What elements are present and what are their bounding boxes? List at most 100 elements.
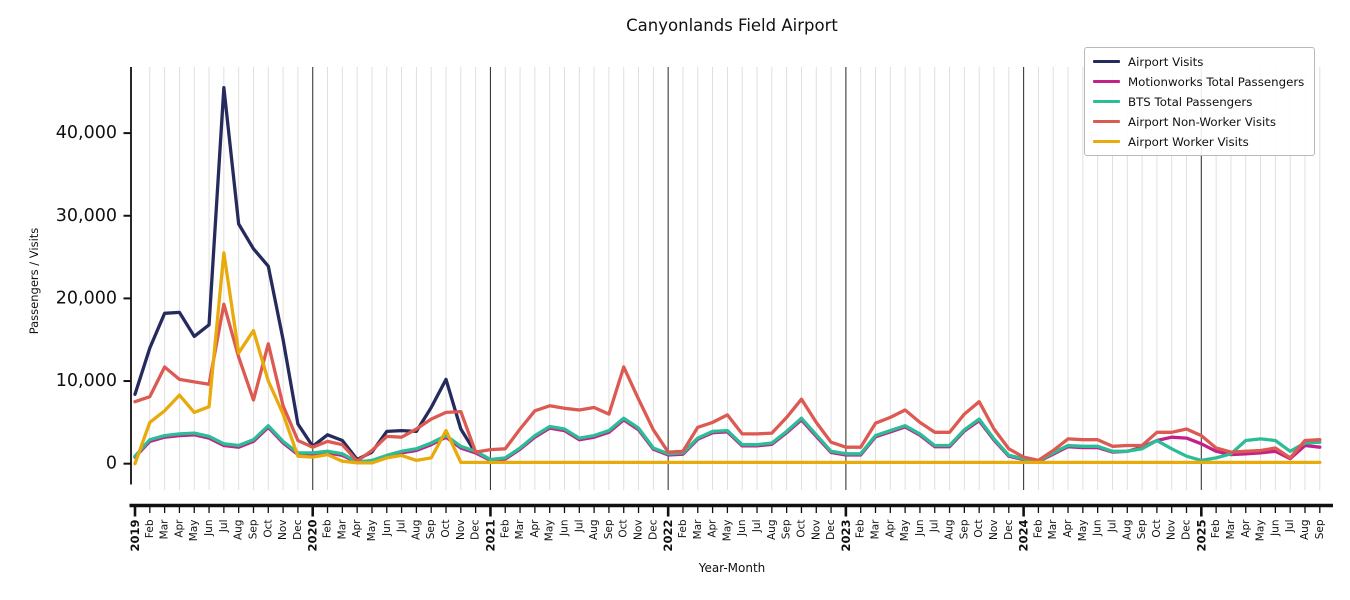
x-tick-label-year: 2025 bbox=[1194, 520, 1208, 552]
x-tick-label-year: 2023 bbox=[839, 520, 853, 552]
x-tick-label-month: Oct bbox=[618, 520, 630, 538]
x-tick-label-month: Aug bbox=[410, 520, 422, 541]
x-tick-label-month: Jun bbox=[381, 520, 393, 537]
y-tick-label: 20,000 bbox=[56, 288, 117, 308]
x-tick-label-month: Apr bbox=[173, 519, 185, 538]
x-tick-label-month: Nov bbox=[1166, 520, 1178, 541]
legend-line-swatch bbox=[1093, 139, 1120, 144]
x-tick-label-month: May bbox=[1077, 520, 1089, 542]
legend: Airport Visits Motionworks Total Passenge… bbox=[1084, 47, 1315, 156]
x-tick-label-month: Jun bbox=[1092, 520, 1104, 537]
x-tick-label-month: Dec bbox=[292, 519, 304, 540]
x-tick-label-month: Mar bbox=[870, 519, 882, 539]
x-tick-label-month: Mar bbox=[692, 519, 704, 539]
x-tick-label-month: Aug bbox=[766, 520, 778, 541]
x-tick-label-year: 2022 bbox=[661, 520, 675, 552]
legend-line-swatch bbox=[1093, 99, 1120, 104]
x-tick-label-month: Sep bbox=[1314, 519, 1326, 539]
x-tick-label-month: Aug bbox=[588, 520, 600, 541]
x-tick-label-month: Apr bbox=[1062, 519, 1074, 538]
x-tick-label-month: Nov bbox=[810, 520, 822, 541]
x-tick-label-month: Apr bbox=[707, 519, 719, 538]
x-tick-label-month: Feb bbox=[677, 519, 689, 538]
x-tick-label-month: Dec bbox=[1003, 519, 1015, 540]
x-tick-label-month: Feb bbox=[499, 519, 511, 538]
x-tick-label-month: Jun bbox=[203, 520, 215, 537]
x-tick-label-month: Jun bbox=[1269, 520, 1281, 537]
x-tick-label-month: Jul bbox=[929, 520, 941, 534]
x-tick-label-month: Nov bbox=[988, 520, 1000, 541]
axes bbox=[129, 67, 1333, 508]
x-tick-label-month: Jul bbox=[396, 520, 408, 534]
y-axis-ticks: 0 10,000 20,000 30,000 40,000 bbox=[56, 123, 131, 474]
x-tick-label-month: Mar bbox=[1047, 519, 1059, 539]
x-tick-label-month: Nov bbox=[277, 520, 289, 541]
y-tick-label: 30,000 bbox=[56, 206, 117, 226]
x-tick-label-month: Mar bbox=[336, 519, 348, 539]
x-tick-label-month: Oct bbox=[973, 520, 985, 538]
y-axis-label: Passengers / Visits bbox=[27, 228, 41, 335]
x-tick-label-year: 2021 bbox=[483, 520, 497, 552]
x-tick-label-year: 2020 bbox=[306, 520, 320, 552]
x-tick-label-month: May bbox=[1255, 520, 1267, 542]
x-tick-label-month: Sep bbox=[1136, 519, 1148, 539]
legend-item: Motionworks Total Passengers bbox=[1093, 74, 1305, 89]
x-tick-label-month: Sep bbox=[603, 519, 615, 539]
x-tick-label-month: Feb bbox=[1032, 519, 1044, 538]
x-tick-label-month: Aug bbox=[1121, 520, 1133, 541]
x-tick-label-month: Apr bbox=[351, 519, 363, 538]
x-tick-label-month: Jul bbox=[218, 520, 230, 534]
x-tick-label-month: Feb bbox=[144, 519, 156, 538]
legend-line-swatch bbox=[1093, 59, 1120, 64]
legend-item: Airport Non-Worker Visits bbox=[1093, 114, 1305, 129]
x-tick-label-month: Oct bbox=[1151, 520, 1163, 538]
legend-label: Airport Visits bbox=[1128, 54, 1204, 69]
x-tick-label-month: Apr bbox=[1240, 519, 1252, 538]
x-tick-label-month: Sep bbox=[958, 519, 970, 539]
x-tick-label-month: May bbox=[188, 520, 200, 542]
x-tick-label-month: Dec bbox=[470, 519, 482, 540]
x-tick-label-month: Jun bbox=[736, 520, 748, 537]
x-axis-label: Year-Month bbox=[698, 561, 766, 575]
x-tick-label-month: Jun bbox=[558, 520, 570, 537]
x-axis-ticks: 2019 Feb Mar Apr May Jun Jul Aug Sep Oct Nov Dec 202… bbox=[128, 507, 1326, 552]
x-tick-label-month: Mar bbox=[159, 519, 171, 539]
series-line-airport-worker-visits bbox=[133, 251, 1322, 466]
x-tick-label-month: Apr bbox=[529, 519, 541, 538]
x-tick-label-month: May bbox=[366, 520, 378, 542]
x-tick-label-month: Jun bbox=[914, 520, 926, 537]
x-tick-label-month: Nov bbox=[633, 520, 645, 541]
legend-label: Motionworks Total Passengers bbox=[1128, 74, 1305, 89]
x-tick-label-month: Jul bbox=[1284, 520, 1296, 534]
legend-item: BTS Total Passengers bbox=[1093, 94, 1305, 109]
y-tick-label: 40,000 bbox=[56, 123, 117, 143]
x-tick-label-month: Dec bbox=[647, 519, 659, 540]
x-tick-label-month: Sep bbox=[781, 519, 793, 539]
x-tick-label-month: Aug bbox=[1299, 520, 1311, 541]
legend-label: Airport Worker Visits bbox=[1128, 134, 1249, 149]
series-line-airport-non-worker-visits bbox=[133, 302, 1322, 463]
x-tick-label-month: Jul bbox=[1106, 520, 1118, 534]
x-tick-label-month: Feb bbox=[1210, 519, 1222, 538]
x-tick-label-month: Aug bbox=[944, 520, 956, 541]
x-tick-label-year: 2024 bbox=[1017, 520, 1031, 552]
x-tick-label-month: Apr bbox=[884, 519, 896, 538]
x-tick-label-month: May bbox=[899, 520, 911, 542]
x-tick-label-month: Sep bbox=[425, 519, 437, 539]
series-line-bts-total-passengers bbox=[133, 416, 1322, 464]
legend-line-swatch bbox=[1093, 119, 1120, 124]
x-tick-label-month: Oct bbox=[795, 520, 807, 538]
x-tick-label-month: Oct bbox=[440, 520, 452, 538]
x-tick-label-month: Dec bbox=[825, 519, 837, 540]
legend-line-swatch bbox=[1093, 79, 1120, 84]
x-tick-label-month: Dec bbox=[1181, 519, 1193, 540]
x-tick-label-year: 2019 bbox=[128, 520, 142, 552]
x-tick-label-month: Sep bbox=[247, 519, 259, 539]
x-tick-label-month: May bbox=[721, 520, 733, 542]
legend-label: Airport Non-Worker Visits bbox=[1128, 114, 1277, 129]
legend-item: Airport Visits bbox=[1093, 54, 1305, 69]
x-tick-label-month: Feb bbox=[855, 519, 867, 538]
x-tick-label-month: Mar bbox=[1225, 519, 1237, 539]
legend-label: BTS Total Passengers bbox=[1128, 94, 1253, 109]
